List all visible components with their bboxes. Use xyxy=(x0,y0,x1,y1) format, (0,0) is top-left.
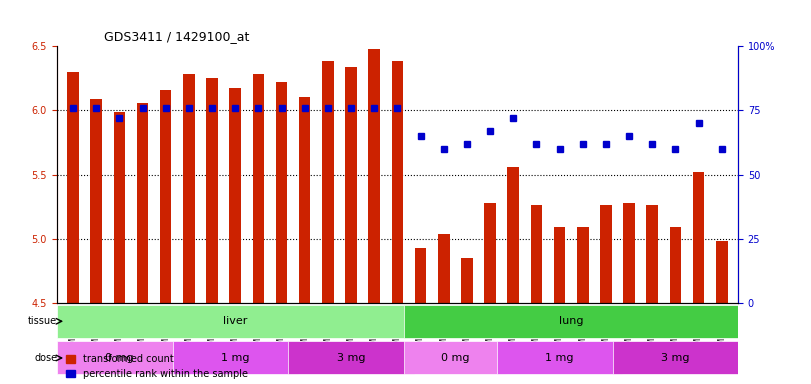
Bar xyxy=(67,72,79,303)
Bar xyxy=(530,205,543,303)
Bar xyxy=(716,241,727,303)
Bar xyxy=(137,103,148,303)
Bar xyxy=(461,258,473,303)
Bar xyxy=(114,112,125,303)
Bar xyxy=(160,90,171,303)
Text: 1 mg: 1 mg xyxy=(221,353,250,363)
FancyBboxPatch shape xyxy=(613,341,738,374)
Text: 0 mg: 0 mg xyxy=(105,353,134,363)
Bar xyxy=(368,49,380,303)
Bar xyxy=(624,203,635,303)
FancyBboxPatch shape xyxy=(405,305,738,338)
Text: 0 mg: 0 mg xyxy=(441,353,470,363)
FancyBboxPatch shape xyxy=(497,341,622,374)
Text: lung: lung xyxy=(559,316,583,326)
Bar xyxy=(183,74,195,303)
Bar xyxy=(693,172,705,303)
Bar xyxy=(484,203,496,303)
Bar xyxy=(577,227,589,303)
Bar xyxy=(345,67,357,303)
Bar xyxy=(230,88,241,303)
Text: tissue: tissue xyxy=(28,316,58,326)
FancyBboxPatch shape xyxy=(57,341,182,374)
Bar xyxy=(276,82,287,303)
Text: GDS3411 / 1429100_at: GDS3411 / 1429100_at xyxy=(105,30,250,43)
Text: 3 mg: 3 mg xyxy=(661,353,689,363)
FancyBboxPatch shape xyxy=(57,305,414,338)
Bar xyxy=(554,227,565,303)
Bar xyxy=(438,233,449,303)
Bar xyxy=(646,205,658,303)
FancyBboxPatch shape xyxy=(405,341,506,374)
Bar xyxy=(90,99,102,303)
Legend: transformed count, percentile rank within the sample: transformed count, percentile rank withi… xyxy=(62,350,252,383)
Bar xyxy=(206,78,218,303)
Bar xyxy=(414,248,427,303)
Text: liver: liver xyxy=(223,316,247,326)
Bar xyxy=(299,98,311,303)
Bar xyxy=(600,205,611,303)
Text: 1 mg: 1 mg xyxy=(545,353,574,363)
Bar xyxy=(670,227,681,303)
FancyBboxPatch shape xyxy=(173,341,298,374)
FancyBboxPatch shape xyxy=(289,341,414,374)
Bar xyxy=(508,167,519,303)
Bar xyxy=(392,61,403,303)
Bar xyxy=(252,74,264,303)
Text: 3 mg: 3 mg xyxy=(337,353,365,363)
Text: dose: dose xyxy=(34,353,58,363)
Bar xyxy=(322,61,333,303)
